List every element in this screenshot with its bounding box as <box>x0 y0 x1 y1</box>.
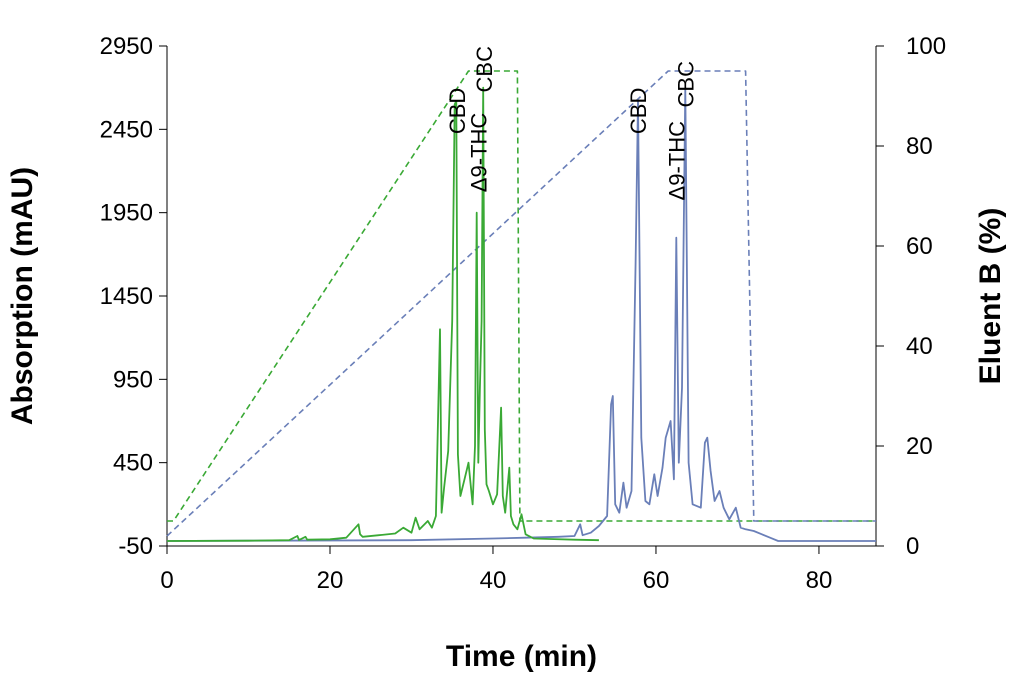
x-tick-label: 80 <box>806 567 833 594</box>
y-right-tick-label: 80 <box>906 133 933 160</box>
y-axis-right-title: Eluent B (%) <box>974 208 1007 385</box>
series-blue-eluent <box>166 70 876 537</box>
x-tick-label: 60 <box>643 567 670 594</box>
ticks-group: -50 450 950 1450 1950 2450 2950 0 20 40 60 80 100 0 20… <box>100 33 946 594</box>
y-left-tick-label: 950 <box>113 366 153 393</box>
x-axis-title: Time (min) <box>446 640 597 673</box>
peak-label: CBD <box>626 88 651 134</box>
peak-label: CBD <box>445 88 470 134</box>
axes-group <box>166 46 877 547</box>
y-right-tick-label: 60 <box>906 233 933 260</box>
y-right-tick-label: 0 <box>906 533 919 560</box>
x-tick-label: 20 <box>317 567 344 594</box>
peak-label: Δ9-THC <box>466 113 491 193</box>
x-tick-label: 0 <box>160 567 173 594</box>
peak-label: CBC <box>472 46 497 93</box>
series-blue-absorption <box>166 86 876 542</box>
series-green-eluent <box>167 70 876 522</box>
y-right-tick-label: 20 <box>906 433 933 460</box>
y-axis-left-title: Absorption (mAU) <box>6 167 39 425</box>
series-group <box>166 70 876 542</box>
series-green-absorption <box>166 86 599 542</box>
y-left-tick-label: 450 <box>113 450 153 477</box>
y-right-tick-label: 100 <box>906 33 946 60</box>
y-left-tick-label: 2950 <box>100 33 153 60</box>
y-left-tick-label: 2450 <box>100 116 153 143</box>
y-left-tick-label: 1450 <box>100 283 153 310</box>
x-tick-label: 40 <box>480 567 507 594</box>
peak-label: CBC <box>673 61 698 108</box>
peak-label: Δ9-THC <box>664 121 689 201</box>
y-right-tick-label: 40 <box>906 333 933 360</box>
y-left-tick-label: 1950 <box>100 200 153 227</box>
y-left-tick-label: -50 <box>118 533 153 560</box>
